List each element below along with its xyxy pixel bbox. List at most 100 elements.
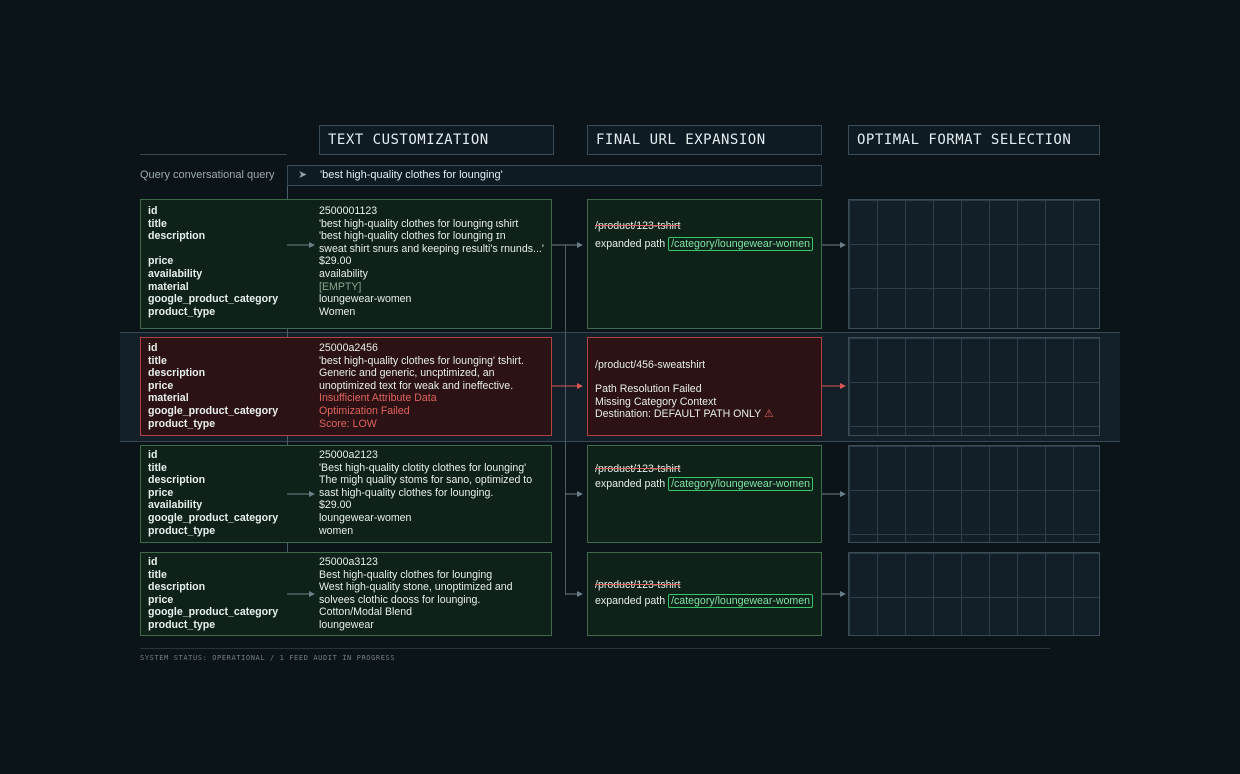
expanded-value-pill: /category/loungewear-women bbox=[668, 237, 814, 251]
row-4-url-panel bbox=[587, 552, 822, 636]
field-value: Women bbox=[319, 305, 356, 318]
row-3-url-panel bbox=[587, 445, 822, 543]
warning-icon: ⚠ bbox=[763, 408, 774, 421]
field-value: Cotton/Modal Blend bbox=[319, 606, 413, 619]
row-2-fields: id title description price material goog… bbox=[148, 342, 278, 430]
field-label: availability bbox=[148, 267, 203, 280]
field-label: price bbox=[148, 255, 174, 268]
row-4-text-panel bbox=[140, 552, 552, 636]
row-2-text-panel bbox=[140, 337, 552, 436]
header-optimal-format-selection: OPTIMAL FORMAT SELECTION bbox=[848, 125, 1100, 155]
row-1-fields: id title description price availability … bbox=[148, 205, 278, 318]
field-label: title bbox=[148, 461, 167, 474]
field-label: google_product_category bbox=[148, 404, 279, 417]
row-2-values: 25000a2456 'best high-quality clothes fo… bbox=[319, 342, 524, 430]
expanded-value-pill: /category/loungewear-women bbox=[668, 594, 814, 608]
expanded-value-pill: /category/loungewear-women bbox=[668, 477, 814, 491]
field-value: availability bbox=[319, 267, 368, 280]
field-label: id bbox=[148, 342, 158, 354]
row-3-fields: id title description price availability … bbox=[148, 449, 278, 537]
field-value: Best high-quality clothes for lounging bbox=[319, 568, 493, 581]
field-value-empty: [EMPTY] bbox=[319, 280, 362, 293]
field-value: $29.00 bbox=[319, 499, 352, 512]
row-2-url-panel bbox=[587, 337, 822, 436]
field-value: $29.00 bbox=[319, 255, 352, 268]
row-3-values: 25000a2123 'Best high-quality clotity cl… bbox=[319, 449, 532, 537]
row-4-url-path: /product/123-tshirt bbox=[595, 579, 681, 591]
field-value: 'best high-quality clothes for lounging … bbox=[319, 230, 506, 243]
field-value-error: Score: LOW bbox=[319, 417, 377, 430]
field-value: 'best high-quality clothes for lounging'… bbox=[319, 354, 524, 367]
field-value: 'Best high-quality clotity clothes for l… bbox=[319, 461, 527, 474]
status-divider bbox=[140, 648, 1050, 649]
query-divider bbox=[140, 154, 287, 155]
field-label: availability bbox=[148, 499, 203, 512]
field-label: id bbox=[148, 556, 158, 568]
query-value: 'best high-quality clothes for lounging' bbox=[320, 169, 503, 181]
row-2-url-path: /product/456-sweatshirt bbox=[595, 359, 706, 371]
query-box: ➤ 'best high-quality clothes for loungin… bbox=[287, 165, 822, 186]
field-value: women bbox=[319, 524, 354, 537]
field-value: sast high-quality clothes for lounging. bbox=[319, 486, 494, 499]
row-4-fields: id title description price google_produc… bbox=[148, 556, 278, 632]
error-text: Destination: DEFAULT PATH ONLY ⚠ bbox=[595, 408, 774, 421]
field-value: West high-quality stone, unoptimized and bbox=[319, 581, 513, 594]
field-value: Generic and generic, uncptimized, an bbox=[319, 367, 495, 380]
row-3-text-panel bbox=[140, 445, 552, 543]
field-label: google_product_category bbox=[148, 511, 279, 524]
field-value-error: Optimization Failed bbox=[319, 404, 410, 417]
field-value: 2500001123 bbox=[319, 205, 378, 217]
row-3-url-path: /product/123-tshirt bbox=[595, 463, 681, 475]
row-1-text-panel bbox=[140, 199, 552, 329]
field-value: loungewear-women bbox=[319, 511, 412, 524]
field-label: product_type bbox=[148, 618, 216, 631]
row-1-expanded-path: expanded path /category/loungewear-women bbox=[595, 237, 814, 251]
row-2-format-grid bbox=[848, 337, 1100, 436]
field-label: title bbox=[148, 354, 167, 367]
field-label: material bbox=[148, 280, 189, 293]
row-3-format-grid bbox=[848, 445, 1100, 543]
field-label: product_type bbox=[148, 524, 216, 537]
field-value: The migh quality stoms for sano, optimiz… bbox=[319, 474, 533, 487]
field-label: price bbox=[148, 593, 174, 606]
field-value: loungewear-women bbox=[319, 293, 412, 306]
field-value: 'best high-quality clothes for lounging … bbox=[319, 217, 519, 230]
field-label bbox=[148, 243, 278, 256]
field-label: description bbox=[148, 474, 206, 487]
field-label: product_type bbox=[148, 305, 216, 318]
row-1-url-panel bbox=[587, 199, 822, 329]
field-label: google_product_category bbox=[148, 293, 279, 306]
field-label: description bbox=[148, 230, 206, 243]
expanded-label: expanded path bbox=[595, 595, 666, 607]
field-label: price bbox=[148, 486, 174, 499]
header-text-customization: TEXT CUSTOMIZATION bbox=[319, 125, 554, 155]
error-text: Path Resolution Failed bbox=[595, 383, 702, 395]
query-arrow-icon: ➤ bbox=[298, 169, 308, 181]
field-value: solvees clothic dooss for lounging. bbox=[319, 593, 481, 606]
field-label: price bbox=[148, 379, 174, 392]
system-status: SYSTEM STATUS: OPERATIONAL / 1 FEED AUDI… bbox=[140, 654, 396, 662]
field-value-error: Insufficient Attribute Data bbox=[319, 392, 437, 405]
field-label: id bbox=[148, 449, 158, 461]
field-value: sweat shirt snurs and keeping resulti's … bbox=[319, 242, 544, 255]
row-1-format-grid bbox=[848, 199, 1100, 329]
error-text: Missing Category Context bbox=[595, 395, 717, 408]
field-value: loungewear bbox=[319, 618, 374, 631]
field-label: description bbox=[148, 581, 206, 594]
row-1-url-path: /product/123-tshirt bbox=[595, 220, 681, 232]
row-4-expanded-path: expanded path /category/loungewear-women bbox=[595, 594, 814, 608]
field-value: 25000a3123 bbox=[319, 556, 378, 568]
field-value: 25000a2456 bbox=[319, 342, 378, 354]
row-4-format-grid bbox=[848, 552, 1100, 636]
row-3-expanded-path: expanded path /category/loungewear-women bbox=[595, 477, 814, 491]
field-label: title bbox=[148, 217, 167, 230]
url-connector-line bbox=[565, 245, 566, 595]
field-value: unoptimized text for weak and ineffectiv… bbox=[319, 379, 514, 392]
row-4-values: 25000a3123 Best high-quality clothes for… bbox=[319, 556, 513, 632]
field-label: product_type bbox=[148, 417, 216, 430]
row-1-values: 2500001123 'best high-quality clothes fo… bbox=[319, 205, 544, 318]
expanded-label: expanded path bbox=[595, 238, 666, 250]
field-label: title bbox=[148, 568, 167, 581]
field-label: material bbox=[148, 392, 189, 405]
